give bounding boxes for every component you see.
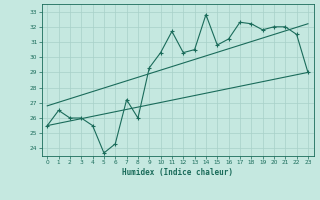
X-axis label: Humidex (Indice chaleur): Humidex (Indice chaleur): [122, 168, 233, 177]
